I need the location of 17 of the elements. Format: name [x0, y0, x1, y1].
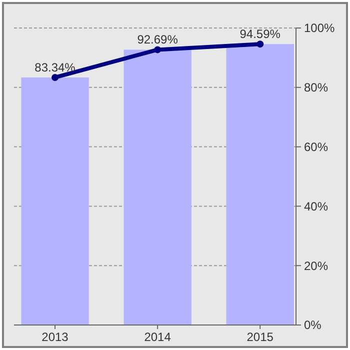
bar — [21, 77, 89, 325]
x-tick-label: 2015 — [246, 330, 274, 344]
y-tick-label: 40% — [304, 199, 328, 214]
point — [256, 40, 264, 48]
y-tick-label: 0% — [304, 318, 322, 332]
point — [154, 46, 162, 54]
y-tick-label: 80% — [304, 80, 328, 95]
bar — [226, 44, 294, 325]
y-tick-label: 20% — [304, 258, 328, 273]
y-tick-label: 100% — [304, 21, 336, 36]
data-label: 92.69% — [137, 32, 178, 47]
y-tick-label: 60% — [304, 140, 328, 154]
data-label: 94.59% — [240, 27, 281, 42]
data-label: 83.34% — [34, 60, 76, 74]
x-tick-label: 2014 — [144, 330, 172, 344]
x-tick-label: 2013 — [42, 330, 69, 344]
point — [52, 74, 59, 81]
